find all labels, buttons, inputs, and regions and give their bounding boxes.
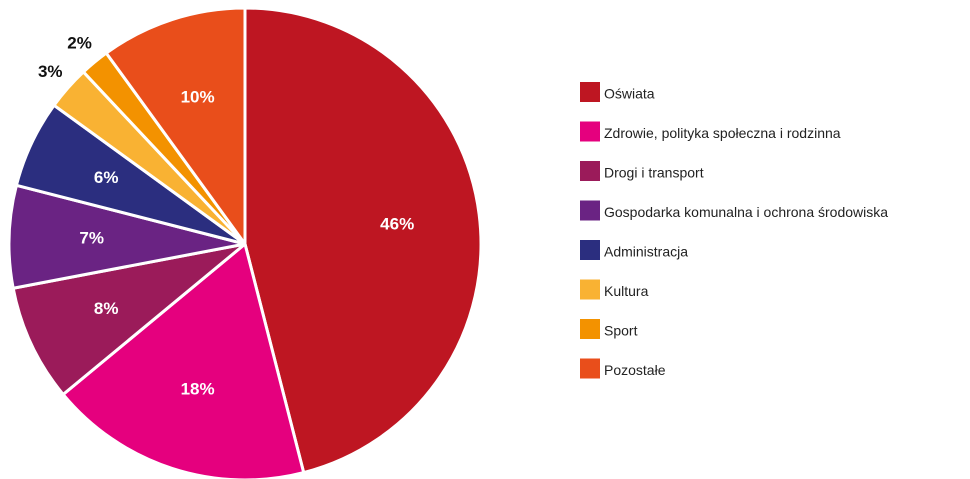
pie-slice [11,242,246,397]
legend-label: Pozostałe [604,362,666,378]
legend-label: Kultura [604,283,649,299]
pie-slice [7,183,246,290]
legend-swatch [580,319,600,339]
slice-label: 18% [181,379,215,398]
pie-slice [61,241,306,479]
slice-label: 6% [94,168,119,187]
slice-label: 3% [38,62,63,81]
legend-label: Administracja [604,244,688,260]
legend-swatch [580,121,600,142]
slice-label: 7% [79,229,104,248]
legend-label: Gospodarka komunalna i ochrona środowisk… [604,204,888,220]
slice-label: 2% [67,33,92,52]
legend-label: Oświata [604,86,655,102]
legend-label: Sport [604,323,638,339]
pie-slice [243,6,483,475]
legend-swatch [580,358,600,379]
slice-label: 10% [181,88,215,107]
slice-label: 46% [380,214,414,233]
legend-swatch [580,200,600,221]
slice-label: 8% [94,299,119,318]
legend-swatch [580,161,600,181]
legend-swatch [580,240,600,260]
legend-label: Drogi i transport [604,165,704,181]
legend-swatch [580,82,600,102]
legend-swatch [580,279,600,300]
pie-slice [104,6,247,249]
legend-label: Zdrowie, polityka społeczna i rodzinna [604,125,841,141]
